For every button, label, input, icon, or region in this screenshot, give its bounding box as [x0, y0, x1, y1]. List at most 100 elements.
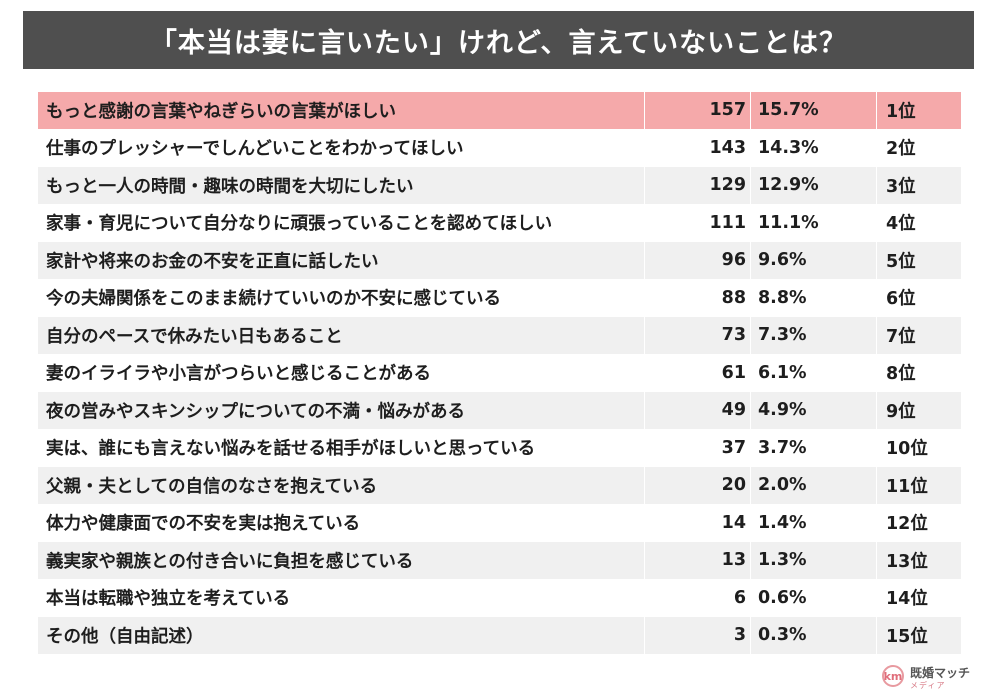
row-rank: 14位: [886, 589, 928, 610]
column-divider: [644, 317, 645, 354]
row-count: 61: [721, 362, 746, 383]
row-label: 義実家や親族との付き合いに負担を感じている: [46, 551, 414, 572]
column-divider: [750, 617, 751, 654]
row-label: 本当は転職や独立を考えている: [46, 589, 291, 610]
logo-text: 既婚マッチ: [910, 666, 971, 680]
table-row: 義実家や親族との付き合いに負担を感じている 13 1.3% 13位: [38, 542, 961, 580]
table-row: 体力や健康面での不安を実は抱えている 14 1.4% 12位: [38, 504, 961, 542]
column-divider: [750, 542, 751, 579]
column-divider: [876, 579, 877, 616]
column-divider: [876, 617, 877, 654]
row-label: 夜の営みやスキンシップについての不満・悩みがある: [46, 401, 465, 422]
column-divider: [876, 354, 877, 391]
row-rank: 10位: [886, 439, 928, 460]
row-percent: 8.8%: [758, 287, 807, 308]
column-divider: [750, 504, 751, 541]
column-divider: [876, 504, 877, 541]
column-divider: [644, 467, 645, 504]
row-count: 6: [733, 587, 746, 608]
column-divider: [876, 242, 877, 279]
column-divider: [750, 392, 751, 429]
column-divider: [876, 542, 877, 579]
column-divider: [750, 354, 751, 391]
column-divider: [750, 317, 751, 354]
column-divider: [644, 542, 645, 579]
row-rank: 15位: [886, 626, 928, 647]
row-label: 妻のイライラや小言がつらいと感じることがある: [46, 364, 431, 385]
table-row: 父親・夫としての自信のなさを抱えている 20 2.0% 11位: [38, 467, 961, 505]
logo-subtext: メディア: [910, 681, 946, 690]
column-divider: [876, 317, 877, 354]
row-percent: 9.6%: [758, 250, 807, 271]
row-count: 37: [721, 437, 746, 458]
row-count: 13: [721, 550, 746, 571]
row-rank: 8位: [886, 364, 916, 385]
row-percent: 6.1%: [758, 362, 807, 383]
row-count: 157: [709, 100, 746, 121]
logo-icon: km: [882, 665, 904, 687]
row-percent: 11.1%: [758, 212, 819, 233]
table-row: その他（自由記述） 3 0.3% 15位: [38, 617, 961, 655]
table-row: もっと感謝の言葉やねぎらいの言葉がほしい 157 15.7% 1位: [38, 92, 961, 130]
column-divider: [644, 92, 645, 129]
row-rank: 11位: [886, 476, 928, 497]
column-divider: [644, 579, 645, 616]
row-label: その他（自由記述）: [46, 626, 204, 647]
column-divider: [750, 92, 751, 129]
row-label: もっと感謝の言葉やねぎらいの言葉がほしい: [46, 101, 396, 122]
row-percent: 12.9%: [758, 175, 819, 196]
column-divider: [750, 129, 751, 166]
row-percent: 0.3%: [758, 625, 807, 646]
column-divider: [876, 167, 877, 204]
row-label: 自分のペースで休みたい日もあること: [46, 326, 343, 347]
column-divider: [644, 204, 645, 241]
row-rank: 12位: [886, 514, 928, 535]
page-title: 「本当は妻に言いたい」けれど、言えていないことは？: [23, 11, 974, 69]
row-percent: 15.7%: [758, 100, 819, 121]
table-row: 夜の営みやスキンシップについての不満・悩みがある 49 4.9% 9位: [38, 392, 961, 430]
column-divider: [876, 429, 877, 466]
row-count: 49: [721, 400, 746, 421]
row-count: 143: [709, 137, 746, 158]
row-rank: 2位: [886, 139, 916, 160]
row-count: 20: [721, 475, 746, 496]
row-label: 体力や健康面での不安を実は抱えている: [46, 514, 361, 535]
row-rank: 4位: [886, 214, 916, 235]
column-divider: [644, 279, 645, 316]
column-divider: [750, 167, 751, 204]
column-divider: [876, 467, 877, 504]
table-row: もっと一人の時間・趣味の時間を大切にしたい 129 12.9% 3位: [38, 167, 961, 205]
table-row: 今の夫婦関係をこのまま続けていいのか不安に感じている 88 8.8% 6位: [38, 279, 961, 317]
column-divider: [750, 242, 751, 279]
row-count: 73: [721, 325, 746, 346]
column-divider: [750, 429, 751, 466]
column-divider: [876, 92, 877, 129]
column-divider: [876, 392, 877, 429]
row-count: 96: [721, 250, 746, 271]
row-percent: 14.3%: [758, 137, 819, 158]
row-label: 実は、誰にも言えない悩みを話せる相手がほしいと思っている: [46, 439, 536, 460]
column-divider: [644, 242, 645, 279]
column-divider: [644, 392, 645, 429]
column-divider: [644, 429, 645, 466]
column-divider: [644, 129, 645, 166]
column-divider: [876, 279, 877, 316]
row-rank: 3位: [886, 176, 916, 197]
row-percent: 1.3%: [758, 550, 807, 571]
table-row: 仕事のプレッシャーでしんどいことをわかってほしい 143 14.3% 2位: [38, 129, 961, 167]
row-count: 88: [721, 287, 746, 308]
row-percent: 2.0%: [758, 475, 807, 496]
column-divider: [876, 129, 877, 166]
row-percent: 3.7%: [758, 437, 807, 458]
column-divider: [750, 279, 751, 316]
table-row: 妻のイライラや小言がつらいと感じることがある 61 6.1% 8位: [38, 354, 961, 392]
row-label: 仕事のプレッシャーでしんどいことをわかってほしい: [46, 139, 464, 160]
row-count: 14: [721, 512, 746, 533]
row-label: もっと一人の時間・趣味の時間を大切にしたい: [46, 176, 414, 197]
column-divider: [750, 579, 751, 616]
row-count: 3: [733, 625, 746, 646]
row-label: 今の夫婦関係をこのまま続けていいのか不安に感じている: [46, 289, 501, 310]
row-label: 家計や将来のお金の不安を正直に話したい: [46, 251, 379, 272]
column-divider: [644, 504, 645, 541]
row-label: 家事・育児について自分なりに頑張っていることを認めてほしい: [46, 214, 553, 235]
